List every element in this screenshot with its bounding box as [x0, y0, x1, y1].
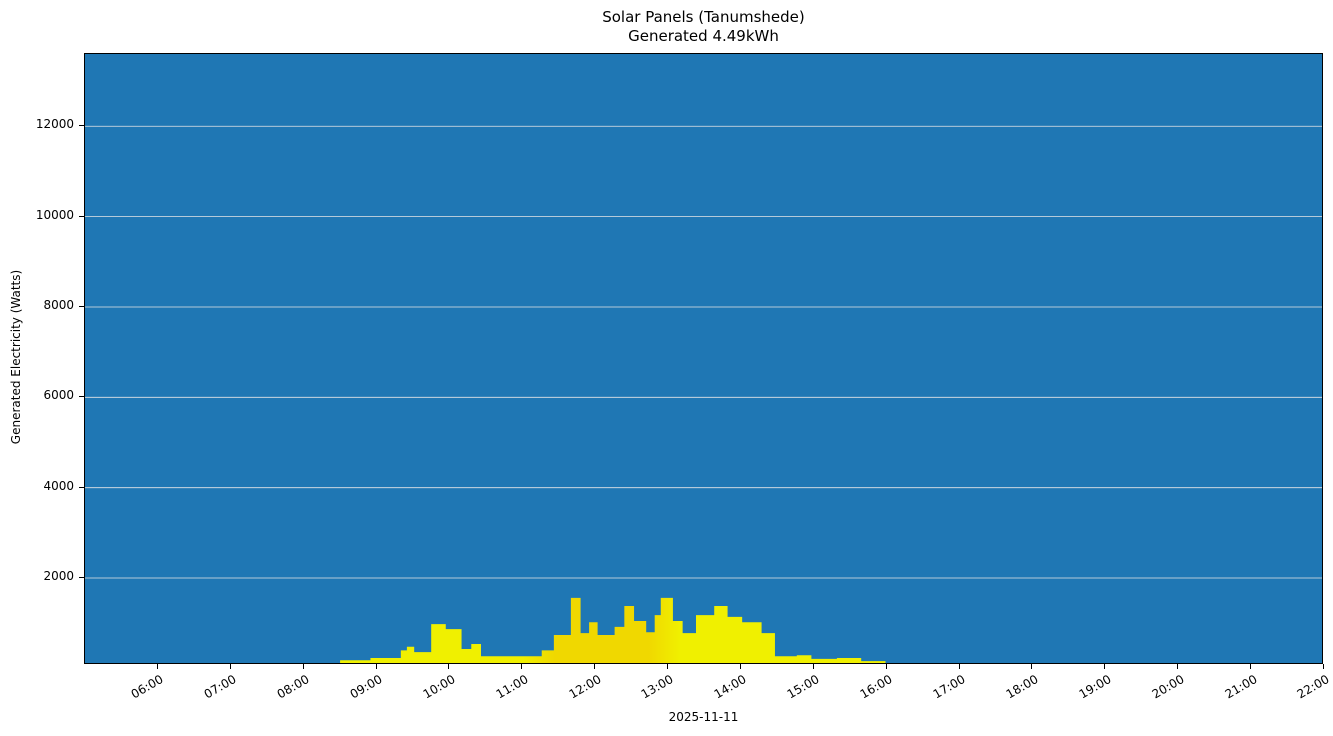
x-tick-mark — [156, 664, 158, 669]
x-tick-label: 15:00 — [784, 672, 822, 702]
x-tick-label: 12:00 — [566, 672, 604, 702]
y-axis-label: Generated Electricity (Watts) — [9, 269, 23, 445]
x-tick-label: 16:00 — [857, 672, 895, 702]
y-tick-mark — [79, 486, 84, 488]
x-tick-mark — [1031, 664, 1033, 669]
x-tick-label: 11:00 — [493, 672, 531, 702]
x-tick-mark — [885, 664, 887, 669]
y-tick-mark — [79, 125, 84, 127]
x-tick-mark — [448, 664, 450, 669]
x-tick-label: 20:00 — [1149, 672, 1187, 702]
x-tick-mark — [594, 664, 596, 669]
y-tick-mark — [79, 305, 84, 307]
y-tick-label: 2000 — [43, 569, 74, 584]
area-series — [85, 54, 1322, 663]
y-tick-label: 12000 — [35, 117, 74, 132]
x-tick-mark — [812, 664, 814, 669]
plot-background — [85, 54, 1322, 663]
x-tick-mark — [1323, 664, 1324, 669]
x-tick-label: 18:00 — [1003, 672, 1041, 702]
x-tick-label: 09:00 — [347, 672, 385, 702]
y-tick-label: 10000 — [35, 207, 74, 222]
y-tick-label: 8000 — [43, 297, 74, 312]
x-tick-mark — [521, 664, 523, 669]
x-tick-mark — [1250, 664, 1252, 669]
x-tick-label: 10:00 — [420, 672, 458, 702]
x-tick-label: 08:00 — [274, 672, 312, 702]
chart-title-line2: Generated 4.49kWh — [628, 27, 779, 45]
x-tick-mark — [1177, 664, 1179, 669]
x-tick-label: 13:00 — [639, 672, 677, 702]
x-tick-label: 22:00 — [1295, 672, 1332, 702]
generation-area — [340, 597, 886, 663]
x-tick-mark — [302, 664, 304, 669]
x-tick-label: 14:00 — [711, 672, 749, 702]
x-tick-mark — [1104, 664, 1106, 669]
chart-title-line1: Solar Panels (Tanumshede) — [602, 8, 805, 26]
y-tick-label: 6000 — [43, 388, 74, 403]
x-tick-label: 21:00 — [1222, 672, 1260, 702]
y-tick-mark — [79, 577, 84, 579]
chart-title: Solar Panels (Tanumshede) Generated 4.49… — [84, 8, 1323, 46]
x-tick-label: 19:00 — [1076, 672, 1114, 702]
y-tick-mark — [79, 215, 84, 217]
plot-area — [84, 53, 1323, 664]
x-tick-mark — [375, 664, 377, 669]
x-tick-mark — [958, 664, 960, 669]
x-tick-mark — [229, 664, 231, 669]
x-tick-label: 07:00 — [201, 672, 239, 702]
y-tick-mark — [79, 396, 84, 398]
x-tick-mark — [739, 664, 741, 669]
y-tick-label: 4000 — [43, 478, 74, 493]
x-axis-label: 2025-11-11 — [668, 710, 739, 724]
x-tick-mark — [667, 664, 669, 669]
x-tick-label: 17:00 — [930, 672, 968, 702]
x-tick-label: 06:00 — [128, 672, 166, 702]
